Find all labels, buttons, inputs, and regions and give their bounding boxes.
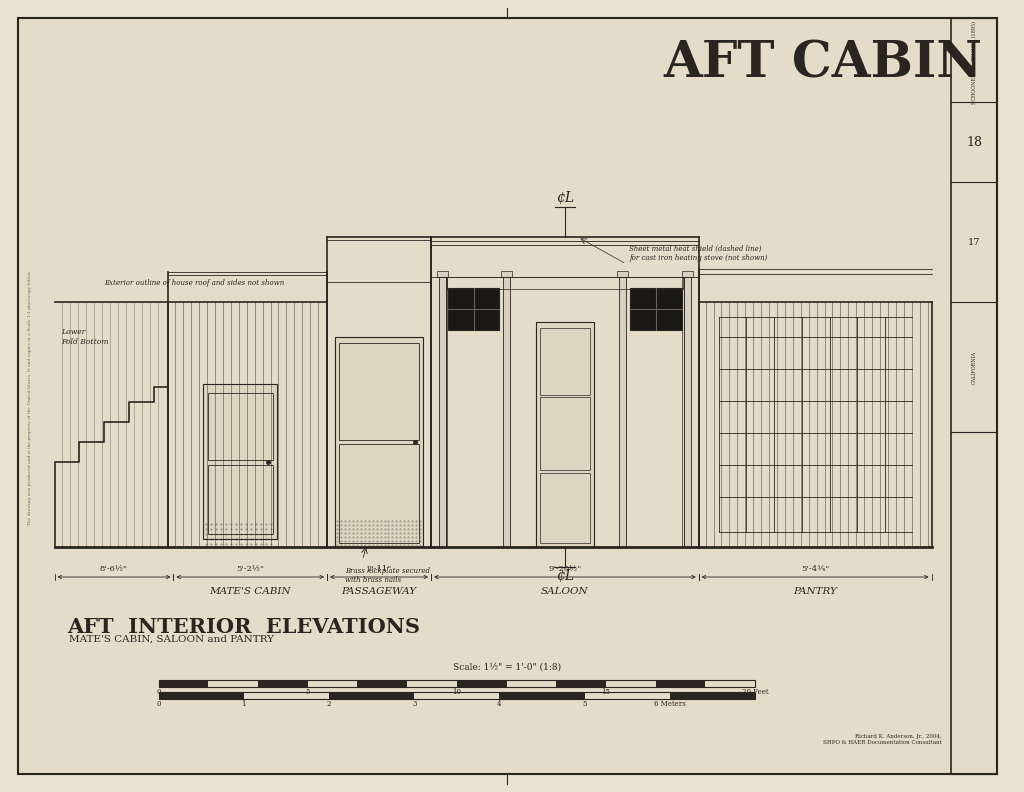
Text: 6 Meters: 6 Meters — [654, 700, 686, 708]
Bar — [408, 680, 457, 687]
Bar — [329, 692, 415, 699]
Bar — [585, 692, 670, 699]
Text: 20 Feet: 20 Feet — [741, 688, 768, 696]
Text: 8'-6½": 8'-6½" — [100, 565, 128, 573]
Bar — [258, 680, 308, 687]
Bar — [208, 680, 258, 687]
Bar — [502, 271, 512, 277]
Bar — [446, 277, 683, 289]
Text: 2'-11": 2'-11" — [367, 565, 392, 573]
Text: Sheet metal heat shield (dashed line)
for cast iron heating stove (not shown): Sheet metal heat shield (dashed line) fo… — [630, 245, 768, 262]
Bar — [439, 277, 446, 547]
Bar — [159, 692, 755, 699]
Bar — [537, 322, 594, 547]
Text: Brass kickplate secured
with brass nails: Brass kickplate secured with brass nails — [345, 567, 430, 584]
Bar — [631, 288, 682, 330]
Text: 17: 17 — [968, 238, 980, 246]
Bar — [507, 680, 556, 687]
Text: The drawing was produced and is the property of the United States. It and copies: The drawing was produced and is the prop… — [28, 269, 32, 524]
Bar — [203, 384, 278, 539]
Text: 0: 0 — [157, 688, 161, 696]
Text: MATE'S CABIN: MATE'S CABIN — [210, 587, 291, 596]
Text: 5'-4¾": 5'-4¾" — [801, 565, 829, 573]
Bar — [606, 680, 655, 687]
Bar — [540, 397, 590, 470]
Text: ¢L: ¢L — [556, 569, 574, 583]
Bar — [208, 465, 272, 534]
Bar — [308, 680, 357, 687]
Text: SCHOONER C.A. THAYER (1895): SCHOONER C.A. THAYER (1895) — [972, 21, 977, 104]
Bar — [357, 680, 408, 687]
Text: 5'-2½": 5'-2½" — [237, 565, 264, 573]
Text: ¢L: ¢L — [556, 191, 574, 205]
Bar — [208, 393, 272, 460]
Text: 4: 4 — [498, 700, 502, 708]
Bar — [556, 680, 606, 687]
Bar — [339, 343, 419, 440]
Bar — [670, 692, 755, 699]
Bar — [457, 680, 507, 687]
Bar — [617, 271, 629, 277]
Bar — [500, 692, 585, 699]
Bar — [682, 277, 684, 547]
Text: 0: 0 — [157, 700, 161, 708]
Text: 3: 3 — [412, 700, 417, 708]
Bar — [447, 288, 500, 330]
Bar — [504, 277, 510, 547]
Bar — [684, 277, 691, 547]
Text: MATE'S CABIN, SALOON and PANTRY: MATE'S CABIN, SALOON and PANTRY — [70, 635, 274, 644]
Text: 5: 5 — [305, 688, 310, 696]
Text: 2: 2 — [327, 700, 332, 708]
Text: Exterior outline of house roof and sides not shown: Exterior outline of house roof and sides… — [104, 279, 285, 287]
Bar — [620, 277, 627, 547]
Bar — [339, 444, 419, 543]
Text: 5: 5 — [583, 700, 587, 708]
Bar — [159, 680, 208, 687]
Bar — [437, 271, 447, 277]
Text: 10: 10 — [453, 688, 462, 696]
Text: Scale: 1½" = 1'-0" (1:8): Scale: 1½" = 1'-0" (1:8) — [454, 663, 561, 672]
Bar — [244, 692, 329, 699]
Bar — [159, 680, 755, 687]
Text: AFT CABIN: AFT CABIN — [664, 40, 982, 89]
Text: PANTRY: PANTRY — [794, 587, 837, 596]
Bar — [706, 680, 755, 687]
Bar — [335, 337, 423, 547]
Text: 1: 1 — [242, 700, 246, 708]
Bar — [540, 328, 590, 395]
Text: 15: 15 — [601, 688, 610, 696]
Bar — [682, 271, 693, 277]
Bar — [159, 692, 244, 699]
Bar — [540, 473, 590, 543]
Text: 9'-20½": 9'-20½" — [548, 565, 582, 573]
Text: Lower
Fold Bottom: Lower Fold Bottom — [61, 329, 110, 345]
Text: SALOON: SALOON — [541, 587, 589, 596]
Text: Richard K. Anderson, Jr., 2004,
SHPO & HAER Documentation Consultant: Richard K. Anderson, Jr., 2004, SHPO & H… — [822, 734, 941, 744]
Text: AFT  INTERIOR  ELEVATIONS: AFT INTERIOR ELEVATIONS — [68, 617, 421, 637]
Text: PASSAGEWAY: PASSAGEWAY — [342, 587, 417, 596]
Text: 18: 18 — [967, 135, 982, 149]
Text: CALIFORNIA: CALIFORNIA — [972, 350, 977, 383]
Bar — [655, 680, 706, 687]
Bar — [415, 692, 500, 699]
